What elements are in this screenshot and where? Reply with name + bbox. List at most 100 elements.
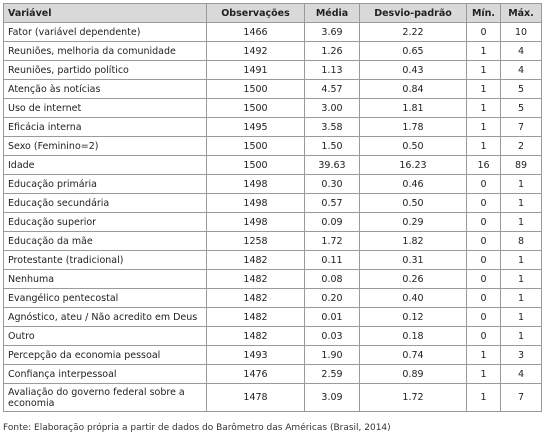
header-row: Variável Observações Média Desvio-padrão Mín… <box>3 3 542 23</box>
value-cell: 1 <box>500 250 542 270</box>
value-cell: 0.65 <box>359 41 467 61</box>
value-cell: 1 <box>500 174 542 194</box>
table-row: Uso de internet 1500 3.00 1.81 1 5 <box>3 98 542 118</box>
value-cell: 39.63 <box>304 155 360 175</box>
table-row: Confiança interpessoal 1476 2.59 0.89 1 4 <box>3 364 542 384</box>
header-cell: Máx. <box>500 3 542 23</box>
value-cell: 0.50 <box>359 193 467 213</box>
value-cell: 1.72 <box>304 231 360 251</box>
variable-cell: Avaliação do governo federal sobre a eco… <box>3 383 207 412</box>
variable-cell: Confiança interpessoal <box>3 364 207 384</box>
value-cell: 0.30 <box>304 174 360 194</box>
value-cell: 1 <box>466 345 501 365</box>
value-cell: 3.69 <box>304 22 360 42</box>
value-cell: 0.18 <box>359 326 467 346</box>
value-cell: 1466 <box>206 22 305 42</box>
value-cell: 1 <box>466 136 501 156</box>
table-row: Reuniões, partido político 1491 1.13 0.43 1 4 <box>3 60 542 80</box>
value-cell: 0.46 <box>359 174 467 194</box>
value-cell: 0.03 <box>304 326 360 346</box>
value-cell: 0.89 <box>359 364 467 384</box>
value-cell: 1482 <box>206 250 305 270</box>
variable-cell: Reuniões, partido político <box>3 60 207 80</box>
value-cell: 1482 <box>206 269 305 289</box>
value-cell: 1478 <box>206 383 305 412</box>
value-cell: 0 <box>466 212 501 232</box>
value-cell: 1.78 <box>359 117 467 137</box>
value-cell: 8 <box>500 231 542 251</box>
value-cell: 0.08 <box>304 269 360 289</box>
value-cell: 1.72 <box>359 383 467 412</box>
value-cell: 0 <box>466 250 501 270</box>
value-cell: 0.09 <box>304 212 360 232</box>
value-cell: 1498 <box>206 193 305 213</box>
table-row: Avaliação do governo federal sobre a eco… <box>3 383 542 412</box>
variable-cell: Agnóstico, ateu / Não acredito em Deus <box>3 307 207 327</box>
value-cell: 1 <box>466 383 501 412</box>
value-cell: 0 <box>466 193 501 213</box>
variable-cell: Idade <box>3 155 207 175</box>
table-row: Sexo (Feminino=2) 1500 1.50 0.50 1 2 <box>3 136 542 156</box>
value-cell: 1491 <box>206 60 305 80</box>
table-row: Educação da mãe 1258 1.72 1.82 0 8 <box>3 231 542 251</box>
value-cell: 0.26 <box>359 269 467 289</box>
value-cell: 1.81 <box>359 98 467 118</box>
table-body: Fator (variável dependente) 1466 3.69 2.22 0… <box>3 22 542 412</box>
value-cell: 0 <box>466 288 501 308</box>
header-cell: Observações <box>206 3 305 23</box>
table-row: Protestante (tradicional) 1482 0.11 0.31 0 1 <box>3 250 542 270</box>
variable-cell: Educação superior <box>3 212 207 232</box>
value-cell: 0.01 <box>304 307 360 327</box>
value-cell: 0.84 <box>359 79 467 99</box>
value-cell: 1.26 <box>304 41 360 61</box>
value-cell: 1 <box>500 288 542 308</box>
table-row: Educação primária 1498 0.30 0.46 0 1 <box>3 174 542 194</box>
value-cell: 1.13 <box>304 60 360 80</box>
value-cell: 1493 <box>206 345 305 365</box>
value-cell: 0.20 <box>304 288 360 308</box>
value-cell: 0.43 <box>359 60 467 80</box>
value-cell: 2.22 <box>359 22 467 42</box>
value-cell: 4 <box>500 364 542 384</box>
table-row: Eficácia interna 1495 3.58 1.78 1 7 <box>3 117 542 137</box>
header-cell: Variável <box>3 3 207 23</box>
value-cell: 0 <box>466 307 501 327</box>
variable-cell: Atenção às notícias <box>3 79 207 99</box>
variable-cell: Uso de internet <box>3 98 207 118</box>
value-cell: 0.40 <box>359 288 467 308</box>
variable-cell: Eficácia interna <box>3 117 207 137</box>
header-cell: Média <box>304 3 360 23</box>
value-cell: 0.31 <box>359 250 467 270</box>
value-cell: 0.29 <box>359 212 467 232</box>
table-row: Educação secundária 1498 0.57 0.50 0 1 <box>3 193 542 213</box>
variable-cell: Evangélico pentecostal <box>3 288 207 308</box>
value-cell: 1 <box>466 41 501 61</box>
value-cell: 1258 <box>206 231 305 251</box>
value-cell: 1 <box>466 98 501 118</box>
variable-cell: Educação primária <box>3 174 207 194</box>
value-cell: 16 <box>466 155 501 175</box>
variable-cell: Protestante (tradicional) <box>3 250 207 270</box>
value-cell: 4 <box>500 60 542 80</box>
value-cell: 3.58 <box>304 117 360 137</box>
value-cell: 1 <box>466 60 501 80</box>
value-cell: 1 <box>500 269 542 289</box>
value-cell: 5 <box>500 79 542 99</box>
value-cell: 89 <box>500 155 542 175</box>
variable-cell: Sexo (Feminino=2) <box>3 136 207 156</box>
value-cell: 3.09 <box>304 383 360 412</box>
table-row: Reuniões, melhoria da comunidade 1492 1.26… <box>3 41 542 61</box>
value-cell: 1482 <box>206 307 305 327</box>
value-cell: 1492 <box>206 41 305 61</box>
value-cell: 0 <box>466 22 501 42</box>
value-cell: 1 <box>500 212 542 232</box>
value-cell: 1500 <box>206 136 305 156</box>
value-cell: 4 <box>500 41 542 61</box>
value-cell: 1498 <box>206 174 305 194</box>
variable-cell: Educação da mãe <box>3 231 207 251</box>
value-cell: 1 <box>466 364 501 384</box>
value-cell: 0.57 <box>304 193 360 213</box>
value-cell: 1.82 <box>359 231 467 251</box>
value-cell: 4.57 <box>304 79 360 99</box>
table-row: Fator (variável dependente) 1466 3.69 2.22 0… <box>3 22 542 42</box>
